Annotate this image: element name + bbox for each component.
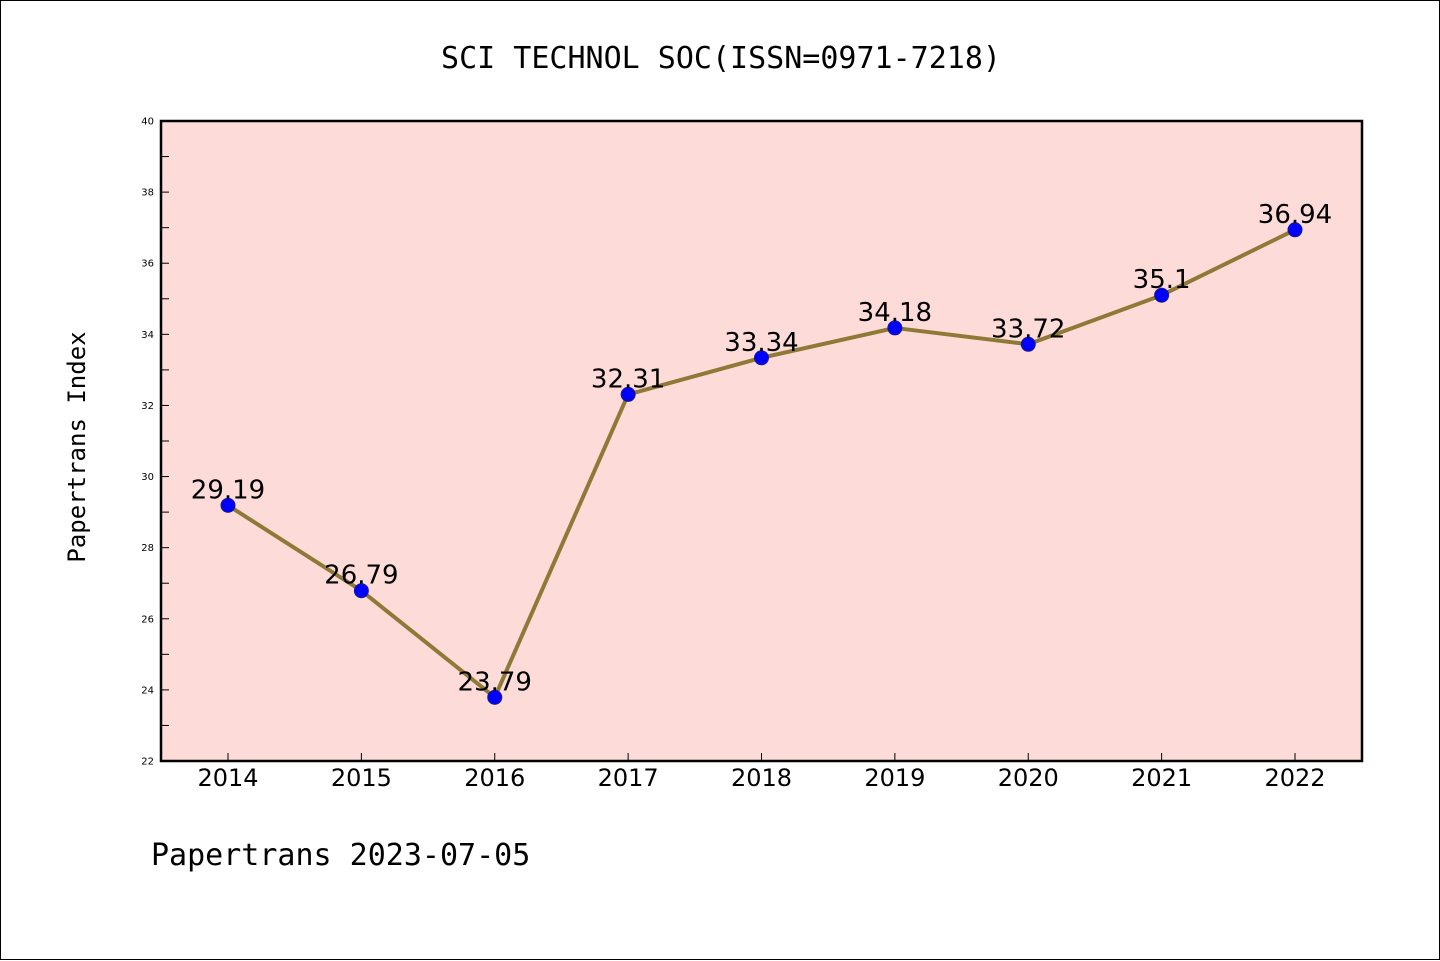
plot-area (161, 121, 1362, 761)
x-tick-label: 2017 (598, 764, 659, 792)
data-label: 26.79 (324, 561, 398, 591)
x-tick-label: 2015 (331, 764, 392, 792)
x-tick-label: 2014 (197, 764, 258, 792)
y-tick-label: 32 (141, 401, 154, 412)
x-axis-ticks: 2014 2015 2016 2017 2018 2019 2020 2021 2022 (197, 753, 1326, 792)
data-label: 23.79 (458, 667, 532, 697)
x-tick-label: 2021 (1131, 764, 1192, 792)
data-label: 35.1 (1133, 265, 1191, 295)
data-point (620, 386, 636, 402)
data-label: 29.19 (191, 475, 265, 505)
data-point (1287, 222, 1303, 238)
y-tick-label: 28 (141, 543, 154, 554)
data-point (1154, 287, 1170, 303)
footer-credit: Papertrans 2023-07-05 (151, 838, 530, 873)
y-axis-title: Papertrans Index (63, 331, 91, 562)
y-tick-label: 24 (141, 685, 154, 696)
x-tick-label: 2022 (1264, 764, 1325, 792)
data-point (754, 350, 769, 366)
y-tick-label: 36 (141, 259, 154, 270)
data-point (887, 320, 903, 336)
y-tick-label: 40 (141, 117, 154, 128)
chart-title: SCI TECHNOL SOC(ISSN=0971-7218) (441, 41, 1001, 76)
data-point (220, 497, 236, 513)
data-point (1020, 336, 1036, 352)
data-label: 34.18 (858, 298, 932, 328)
data-label: 36.94 (1258, 200, 1332, 230)
data-label: 33.34 (724, 328, 798, 358)
x-tick-label: 2018 (731, 764, 792, 792)
data-point (353, 583, 369, 599)
y-tick-label: 26 (141, 614, 154, 625)
data-point (487, 689, 503, 705)
x-tick-label: 2020 (998, 764, 1059, 792)
plot-border (159, 119, 1364, 763)
data-label-group: 29.19 26.79 23.79 32.31 33.34 34.18 33.72 35.1 3… (191, 200, 1332, 698)
y-tick-label: 30 (141, 472, 154, 483)
data-label: 32.31 (591, 364, 665, 394)
y-tick-label: 22 (141, 757, 154, 768)
x-tick-label: 2016 (464, 764, 525, 792)
y-axis-ticks: 22 24 26 28 30 32 34 36 38 40 (141, 117, 169, 768)
data-label: 33.72 (991, 314, 1065, 344)
series-group (220, 222, 1303, 705)
y-tick-label: 34 (141, 330, 154, 341)
y-tick-label: 38 (141, 188, 154, 199)
x-tick-label: 2019 (864, 764, 925, 792)
